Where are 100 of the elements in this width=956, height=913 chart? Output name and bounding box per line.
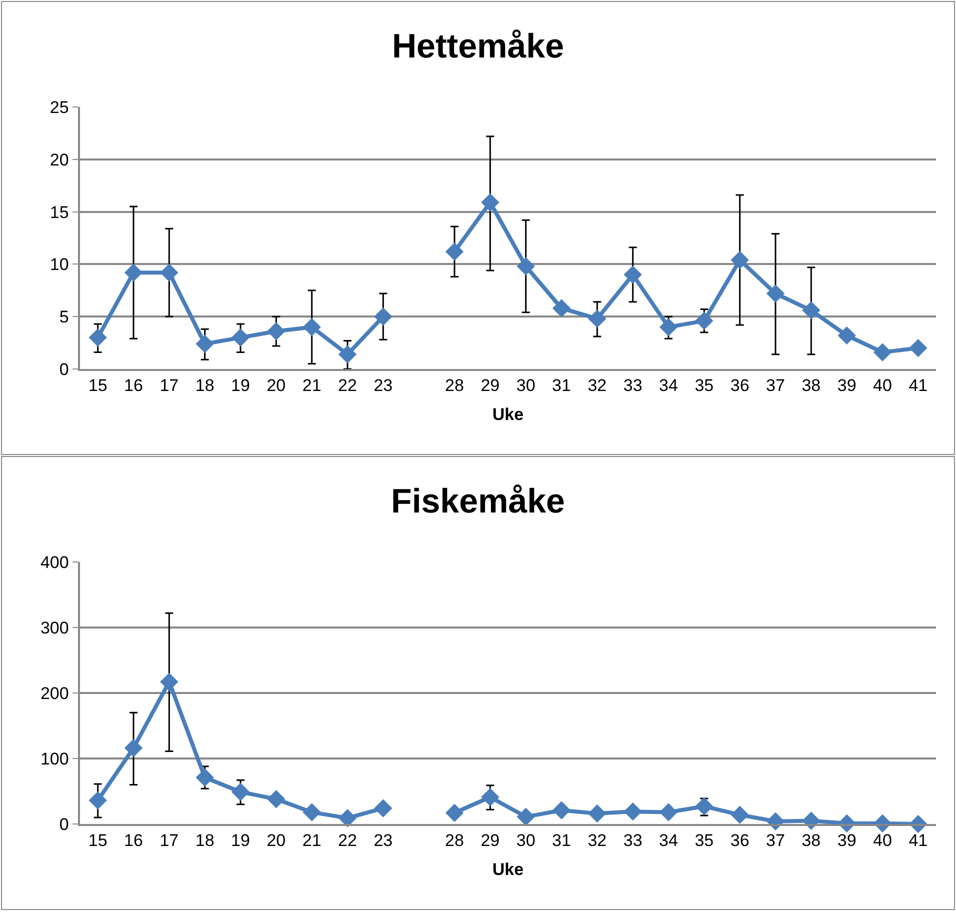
x-tick-label: 21: [302, 376, 322, 396]
x-tick-label: 37: [766, 376, 785, 396]
x-tick-label: 32: [588, 831, 607, 850]
x-tick-label: 29: [480, 831, 500, 850]
point: [481, 193, 500, 212]
point: [231, 782, 250, 802]
point: [374, 308, 392, 326]
x-tick-label: 33: [623, 376, 642, 396]
point: [374, 799, 392, 818]
x-tick-label: 18: [195, 831, 214, 850]
x-tick-label: 40: [873, 376, 892, 396]
x-tick-label: 36: [730, 376, 750, 396]
x-tick-label: 19: [231, 831, 250, 850]
y-tick-label: 25: [50, 98, 69, 117]
x-tick-label: 35: [694, 376, 714, 396]
x-tick-label: 34: [659, 831, 678, 850]
x-tick-label: 20: [266, 831, 286, 850]
y-tick-label: 5: [59, 308, 69, 327]
x-tick-label: 39: [837, 831, 856, 850]
x-tick-label: 15: [88, 831, 108, 850]
x-tick-label: 17: [160, 376, 179, 396]
point: [481, 788, 500, 806]
point: [124, 263, 143, 282]
point: [588, 310, 606, 328]
x-tick-label: 15: [88, 376, 108, 396]
x-tick-label: 22: [338, 376, 357, 396]
point: [730, 250, 749, 270]
x-axis-title: Uke: [492, 405, 524, 424]
point: [231, 328, 250, 347]
y-tick-label: 100: [40, 749, 69, 768]
point: [88, 791, 107, 810]
x-tick-label: 34: [659, 376, 678, 396]
x-tick-label: 33: [623, 831, 642, 850]
point: [766, 284, 785, 303]
point: [88, 328, 107, 347]
point: [552, 801, 571, 820]
x-tick-label: 40: [873, 831, 892, 850]
point: [659, 803, 678, 822]
chart-title: Fiskemåke: [391, 482, 565, 520]
point: [838, 326, 856, 345]
point: [802, 812, 820, 830]
y-tick-label: 300: [40, 618, 69, 638]
x-tick-label: 23: [374, 831, 393, 850]
point: [267, 322, 286, 340]
point: [302, 803, 321, 822]
x-tick-label: 22: [338, 831, 357, 850]
point: [445, 242, 464, 261]
y-tick-label: 0: [59, 814, 69, 834]
point: [659, 318, 678, 336]
x-tick-label: 39: [837, 376, 856, 396]
x-tick-label: 31: [552, 831, 571, 850]
point: [552, 299, 571, 318]
x-tick-label: 35: [694, 831, 714, 850]
x-tick-label: 31: [552, 376, 571, 396]
y-tick-label: 15: [50, 202, 69, 222]
point: [338, 345, 357, 364]
point: [730, 806, 749, 824]
x-tick-label: 28: [445, 376, 464, 396]
point: [873, 343, 892, 362]
x-tick-label: 19: [231, 376, 250, 396]
point: [516, 808, 535, 826]
x-tick-label: 21: [302, 831, 322, 850]
x-tick-label: 16: [124, 831, 143, 850]
x-tick-label: 29: [480, 376, 500, 396]
point: [338, 809, 357, 828]
x-tick-label: 16: [124, 376, 143, 396]
x-tick-label: 41: [908, 376, 928, 396]
y-tick-label: 10: [50, 255, 69, 274]
point: [267, 790, 286, 808]
chart-title: Hettemåke: [392, 27, 564, 66]
point: [445, 804, 464, 822]
x-tick-label: 18: [195, 376, 214, 396]
y-tick-label: 20: [50, 150, 69, 170]
x-tick-label: 38: [802, 376, 821, 396]
point: [624, 266, 642, 284]
x-tick-label: 17: [160, 831, 179, 850]
point: [909, 338, 928, 358]
y-tick-label: 400: [40, 552, 69, 572]
y-tick-label: 200: [40, 684, 69, 703]
x-axis-title: Uke: [492, 860, 524, 880]
point: [516, 257, 535, 276]
x-tick-label: 32: [588, 376, 607, 396]
point: [695, 797, 714, 816]
x-tick-label: 38: [802, 831, 821, 850]
x-tick-label: 30: [516, 831, 536, 850]
point: [302, 318, 321, 336]
point: [196, 334, 214, 353]
point: [124, 738, 143, 758]
x-tick-label: 37: [766, 831, 785, 850]
point: [624, 802, 642, 821]
x-tick-label: 20: [266, 376, 286, 396]
x-tick-label: 30: [516, 376, 536, 396]
point: [196, 768, 214, 787]
x-tick-label: 23: [374, 376, 393, 396]
y-tick-label: 0: [59, 360, 69, 379]
point: [160, 263, 178, 282]
x-tick-label: 41: [908, 831, 928, 850]
point: [160, 672, 178, 691]
point: [802, 301, 820, 320]
x-tick-label: 28: [445, 831, 464, 850]
